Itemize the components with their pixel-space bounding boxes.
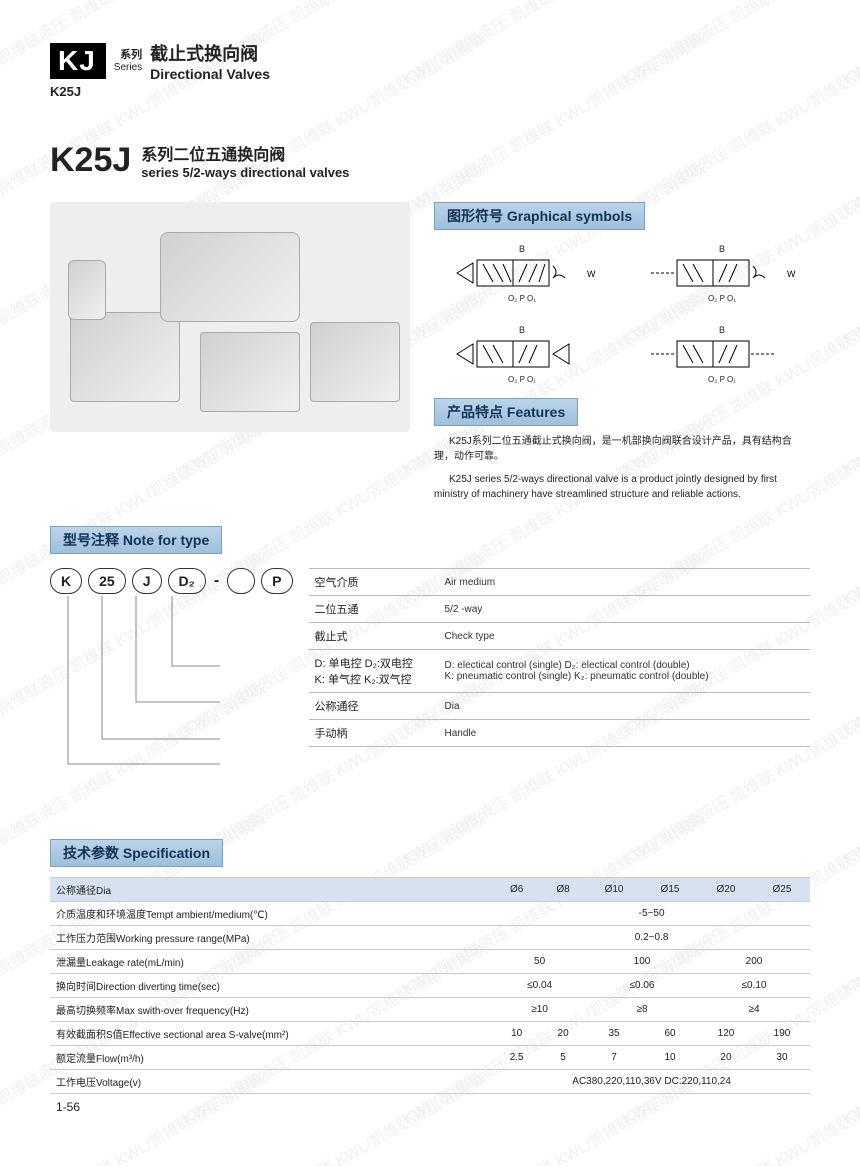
type-code-pill: P — [261, 568, 292, 594]
type-code-pill: D₂ — [168, 568, 206, 594]
type-code-pill — [227, 568, 255, 594]
specification-heading: 技术参数 Specification — [50, 839, 223, 867]
svg-text:W: W — [587, 269, 596, 279]
page-number: 1-56 — [56, 1100, 80, 1114]
features-heading: 产品特点 Features — [434, 398, 578, 426]
series-label: 系列 Series — [114, 49, 142, 72]
features-text-en: K25J series 5/2-ways directional valve i… — [434, 472, 810, 502]
valve-symbol-icon — [647, 337, 797, 375]
note-type-heading: 型号注释 Note for type — [50, 526, 222, 554]
svg-text:W: W — [787, 269, 796, 279]
product-code: K25J — [50, 141, 131, 180]
subheading: K25J — [50, 84, 810, 99]
page-title: 截止式换向阀 Directional Valves — [150, 40, 270, 82]
type-code-pill: J — [132, 568, 162, 594]
valve-symbol-icon: W — [647, 256, 797, 294]
specification-table: 公称通径DiaØ6Ø8Ø10Ø15Ø20Ø25介质温度和环境温度Tempt am… — [50, 877, 810, 1094]
graphical-symbols-heading: 图形符号 Graphical symbols — [434, 202, 645, 230]
type-code-pills: K25JD₂- P — [50, 568, 293, 594]
valve-symbol-icon: W — [447, 256, 597, 294]
product-image — [50, 202, 410, 432]
type-code-pill: K — [50, 568, 82, 594]
valve-symbol-icon — [447, 337, 597, 375]
type-code-pill: 25 — [88, 568, 126, 594]
product-name-cn: 系列二位五通换向阀 — [141, 141, 349, 165]
type-connector-lines — [50, 594, 220, 784]
series-badge: KJ — [50, 43, 106, 79]
product-name-en: series 5/2-ways directional valves — [141, 165, 349, 180]
type-explanation-table: 空气介质Air medium二位五通5/2 -way截止式Check typeD… — [309, 568, 810, 789]
graphical-symbols: B W O₂ P O₁ B — [434, 238, 810, 398]
features-text-cn: K25J系列二位五通截止式换向阀，是一机部换向阀联合设计产品，具有结构合理，动作… — [434, 434, 810, 464]
